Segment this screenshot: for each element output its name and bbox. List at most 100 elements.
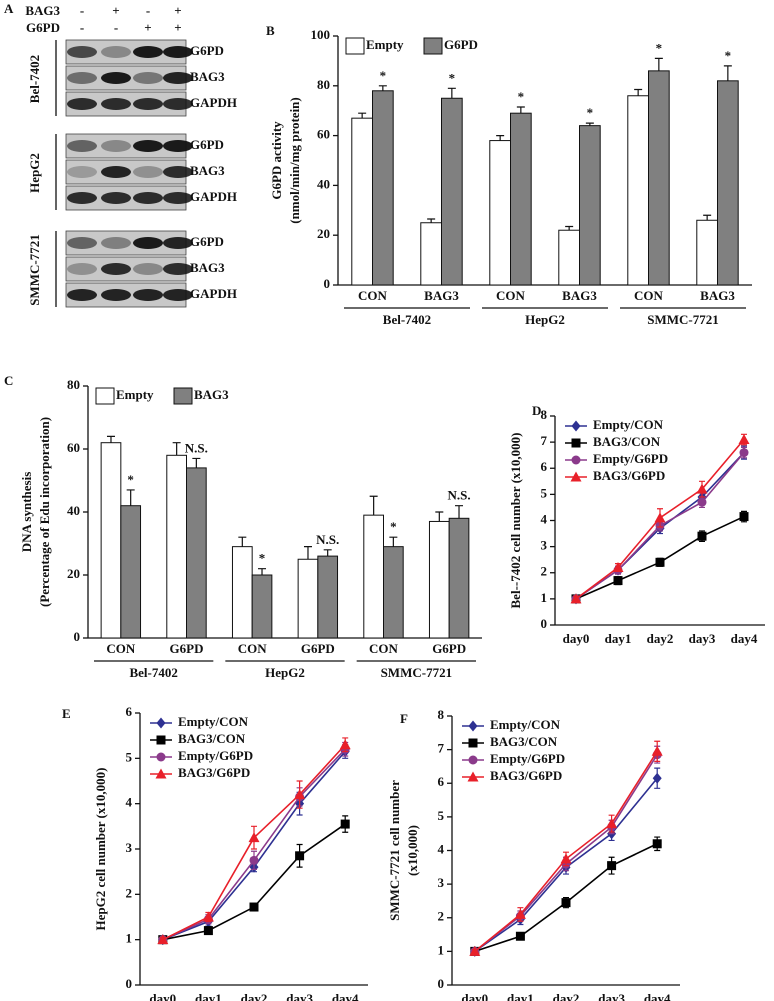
marker bbox=[606, 818, 618, 829]
significance-label: N.S. bbox=[185, 440, 208, 455]
legend-label: BAG3/CON bbox=[490, 734, 558, 749]
y-tick-label: 8 bbox=[541, 407, 548, 422]
bar bbox=[717, 80, 739, 286]
blot-band bbox=[101, 237, 131, 249]
blot-band bbox=[133, 46, 163, 58]
error-bar bbox=[634, 88, 643, 96]
y-axis-label: Bel--7402 cell number (x10,000) bbox=[508, 433, 523, 609]
x-tick-label: day2 bbox=[553, 991, 580, 1001]
blot-band bbox=[163, 72, 193, 84]
y-tick-label: 0 bbox=[438, 976, 445, 991]
bar bbox=[510, 112, 532, 286]
y-axis-label: DNA synthesis bbox=[19, 472, 34, 553]
x-tick-label: BAG3 bbox=[562, 288, 597, 303]
x-tick-label: day3 bbox=[286, 991, 313, 1001]
bar bbox=[231, 546, 253, 639]
blot-band bbox=[101, 192, 131, 204]
blot-band bbox=[133, 166, 163, 178]
marker bbox=[613, 576, 623, 586]
marker bbox=[249, 902, 259, 912]
blot-band bbox=[133, 263, 163, 275]
bar bbox=[441, 97, 463, 286]
y-tick-label: 6 bbox=[438, 774, 445, 789]
band-label: G6PD bbox=[190, 43, 224, 58]
marker bbox=[697, 497, 707, 507]
marker bbox=[570, 593, 582, 604]
x-tick-label: CON bbox=[238, 641, 268, 656]
marker bbox=[560, 853, 572, 864]
x-tick-label: G6PD bbox=[301, 641, 335, 656]
blot-band bbox=[163, 46, 193, 58]
marker bbox=[612, 562, 624, 573]
error-bar bbox=[447, 87, 456, 99]
y-tick-label: 2 bbox=[126, 885, 133, 900]
legend-marker bbox=[156, 717, 166, 729]
panel-label: E bbox=[62, 706, 71, 721]
x-tick-label: day3 bbox=[598, 991, 625, 1001]
significance-label: N.S. bbox=[316, 532, 339, 547]
error-bar bbox=[126, 489, 135, 506]
x-tick-label: day0 bbox=[563, 631, 590, 646]
y-axis-label: HepG2 cell number (x10,000) bbox=[93, 768, 108, 931]
error-bar bbox=[496, 135, 505, 141]
y-tick-label: 5 bbox=[541, 485, 548, 500]
marker bbox=[202, 911, 214, 922]
legend-marker bbox=[571, 420, 581, 432]
y-tick-label: 5 bbox=[438, 808, 445, 823]
y-tick-label: 100 bbox=[311, 27, 331, 42]
group-label: HepG2 bbox=[525, 312, 565, 327]
y-tick-label: 80 bbox=[67, 377, 80, 392]
panel-label: F bbox=[400, 711, 408, 726]
blot-band bbox=[133, 237, 163, 249]
blot-band bbox=[101, 289, 131, 301]
legend-marker bbox=[468, 738, 478, 748]
error-bar bbox=[455, 505, 464, 519]
y-axis-label: (x10,000) bbox=[405, 825, 420, 876]
legend-label: BAG3/G6PD bbox=[178, 765, 250, 780]
x-tick-label: G6PD bbox=[170, 641, 204, 656]
blot-band bbox=[67, 72, 97, 84]
error-bar bbox=[303, 546, 312, 560]
y-axis-label: (nmol/min/mg protein) bbox=[287, 97, 302, 224]
condition-sign: + bbox=[112, 3, 119, 18]
blot-band bbox=[67, 263, 97, 275]
x-tick-label: day0 bbox=[461, 991, 488, 1001]
bar bbox=[558, 229, 580, 286]
y-tick-label: 1 bbox=[438, 942, 445, 957]
bar bbox=[579, 125, 601, 286]
marker bbox=[739, 512, 749, 522]
group-label: Bel-7402 bbox=[383, 312, 431, 327]
error-bar bbox=[654, 57, 663, 71]
x-tick-label: day1 bbox=[605, 631, 632, 646]
y-axis-label: G6PD activity bbox=[269, 121, 284, 200]
error-bar bbox=[358, 112, 367, 119]
y-tick-label: 60 bbox=[67, 440, 80, 455]
significance-label: * bbox=[259, 551, 266, 566]
legend-marker bbox=[156, 752, 166, 762]
y-axis-label: (Percentage of Edu incorporation) bbox=[37, 417, 52, 607]
legend-label: BAG3/CON bbox=[178, 731, 246, 746]
y-tick-label: 6 bbox=[126, 704, 133, 719]
blot-band bbox=[133, 192, 163, 204]
y-tick-label: 80 bbox=[317, 77, 330, 92]
error-bar bbox=[516, 106, 525, 114]
y-tick-label: 60 bbox=[317, 127, 330, 142]
error-bar bbox=[238, 536, 247, 547]
condition-sign: - bbox=[80, 3, 84, 18]
x-tick-label: CON bbox=[106, 641, 136, 656]
x-tick-label: CON bbox=[496, 288, 526, 303]
marker bbox=[340, 819, 350, 829]
y-tick-label: 40 bbox=[317, 176, 330, 191]
error-bar bbox=[378, 85, 387, 91]
error-bar bbox=[427, 218, 436, 223]
x-tick-label: day1 bbox=[507, 991, 534, 1001]
legend-label: Empty/CON bbox=[593, 417, 664, 432]
cell-line-label: Bel-7402 bbox=[27, 55, 42, 103]
bar bbox=[120, 505, 142, 639]
error-bar bbox=[172, 442, 181, 456]
blot-band bbox=[67, 192, 97, 204]
bar bbox=[100, 442, 122, 639]
blot-band bbox=[163, 192, 193, 204]
blot-band bbox=[133, 98, 163, 110]
